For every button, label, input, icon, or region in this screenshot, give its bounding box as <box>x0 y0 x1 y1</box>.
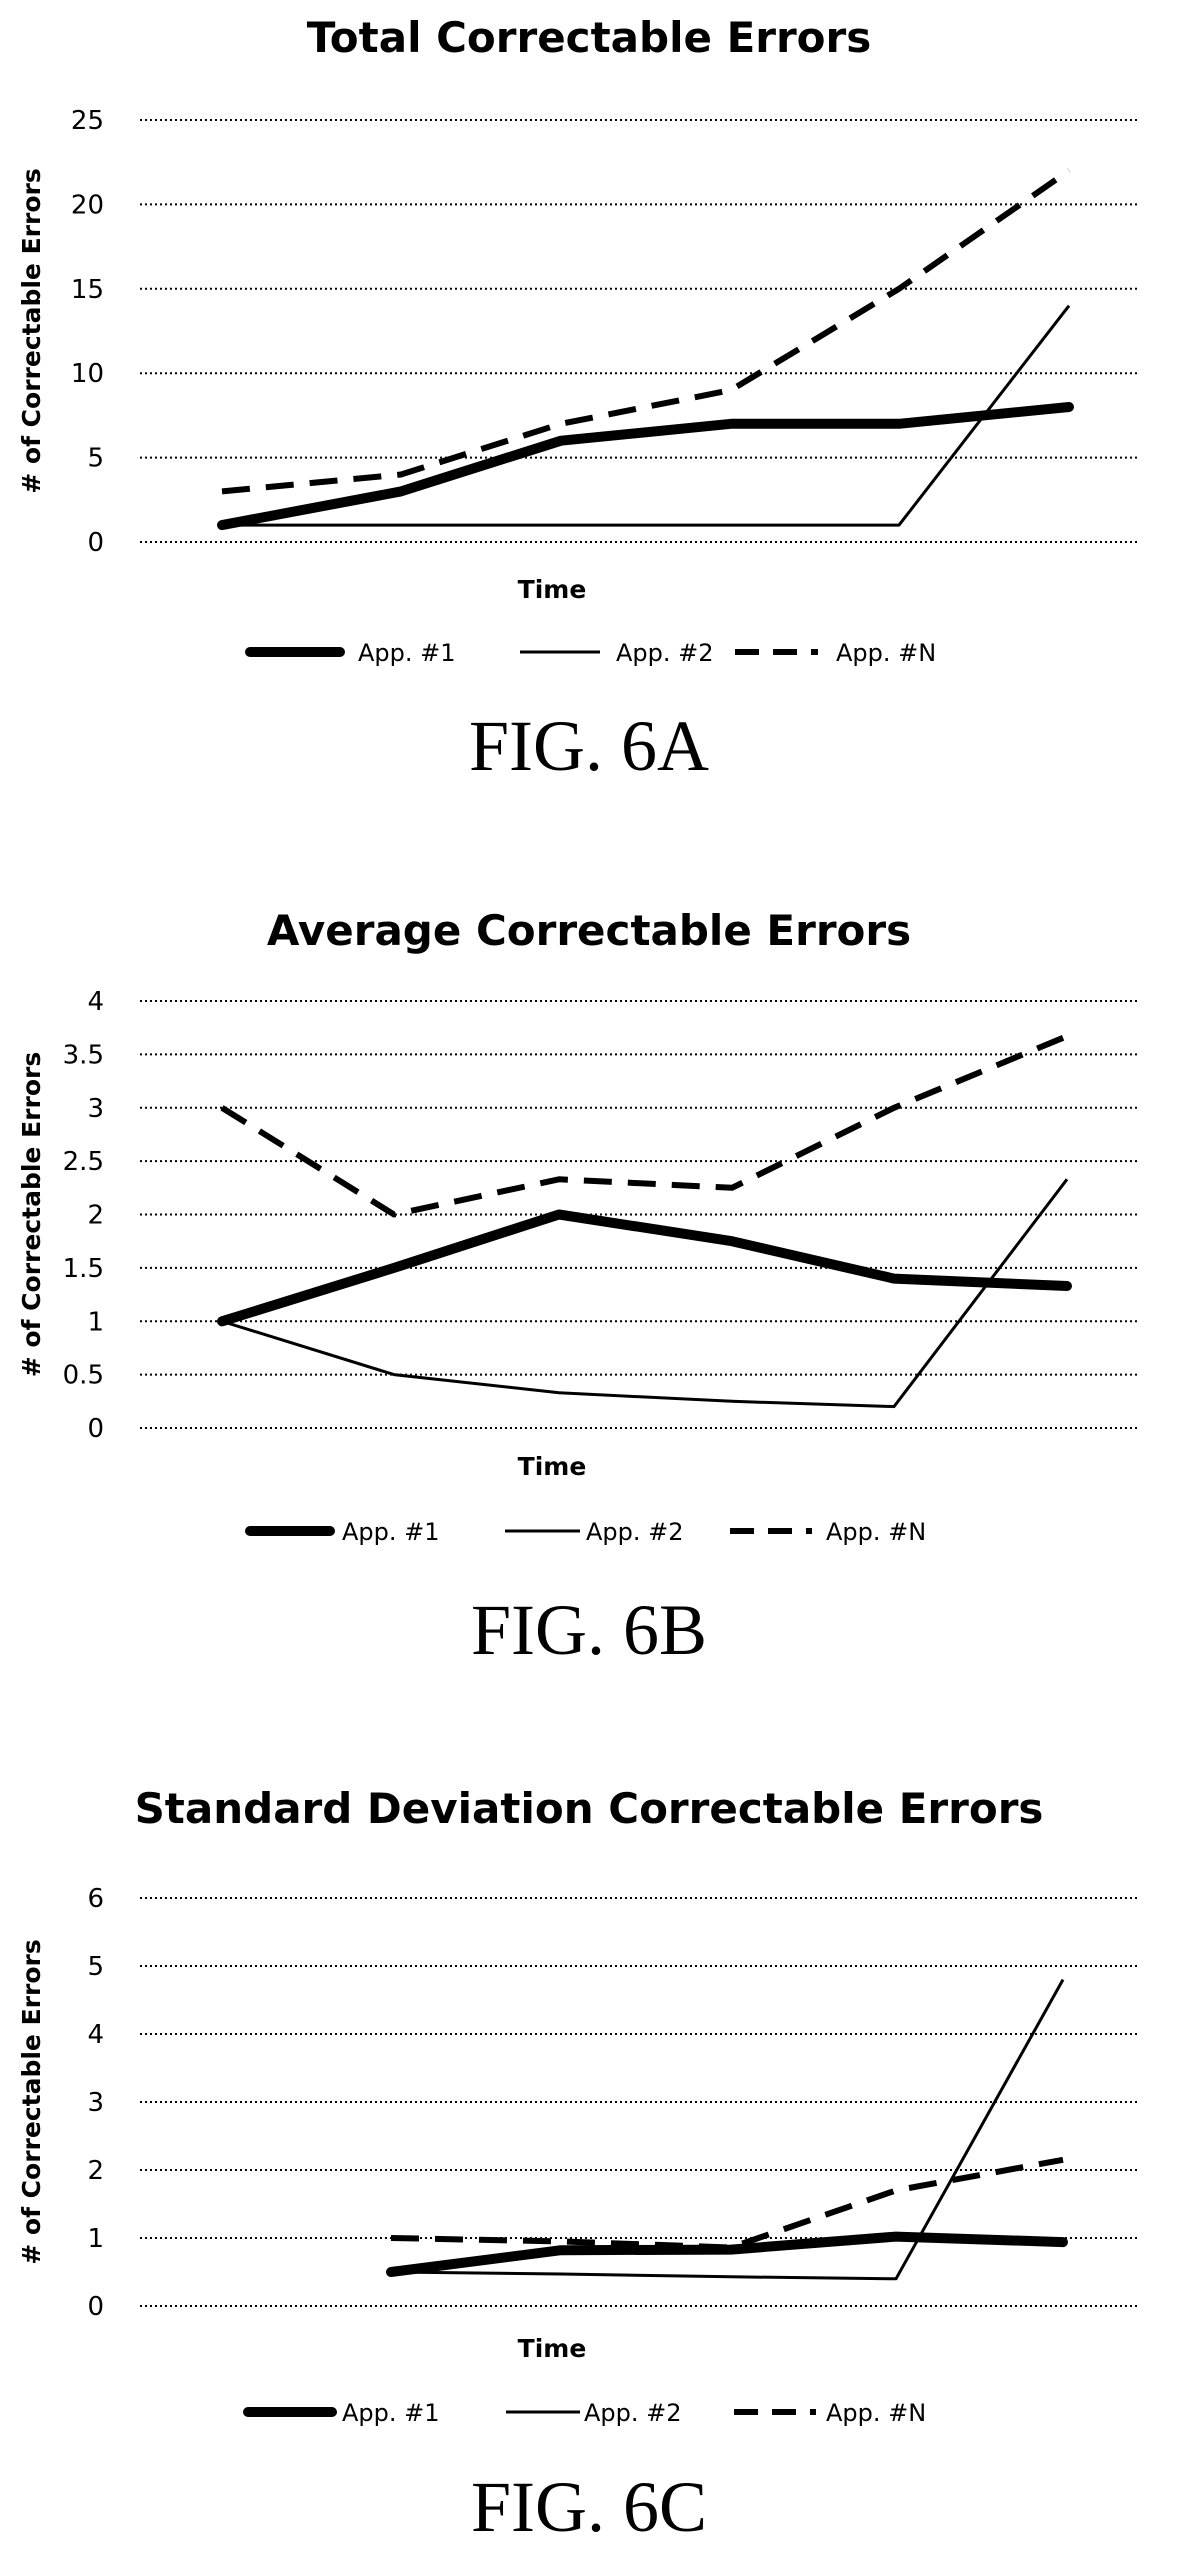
y-tick-label: 2 <box>87 1201 104 1231</box>
figure-caption: FIG. 6C <box>471 2467 707 2547</box>
figure-caption: FIG. 6A <box>469 706 709 786</box>
legend-label: App. #2 <box>616 639 714 667</box>
y-tick-label: 1 <box>87 1307 104 1337</box>
y-axis-label: # of Correctable Errors <box>17 1939 46 2264</box>
legend-label: App. #N <box>826 1518 926 1546</box>
series-line-app-2 <box>222 304 1071 527</box>
legend-label: App. #N <box>836 639 936 667</box>
legend-label: App. #N <box>826 2399 926 2427</box>
legend-label: App. #2 <box>584 2399 682 2427</box>
chart-1-svg: Total Correctable Errors 0 5 10 15 20 25 # of C… <box>17 13 1140 786</box>
y-tick-label: 0 <box>87 1414 104 1444</box>
series-line-app-n <box>221 168 1071 495</box>
x-axis-label: Time <box>518 1452 587 1481</box>
y-axis-label: # of Correctable Errors <box>17 1052 46 1377</box>
y-tick-label: 3 <box>87 2088 104 2118</box>
series-line-app-1 <box>386 2231 1068 2277</box>
y-tick-label: 4 <box>87 987 104 1017</box>
y-tick-label: 1 <box>87 2224 104 2254</box>
chart-title: Total Correctable Errors <box>307 13 872 62</box>
figure-6a: Total Correctable Errors 0 5 10 15 20 25 # of C… <box>0 0 1178 800</box>
y-tick-label: 15 <box>71 275 104 305</box>
chart-title: Standard Deviation Correctable Errors <box>135 1784 1044 1833</box>
series-line-app-2 <box>390 1978 1065 2281</box>
y-tick-label: 2 <box>87 2156 104 2186</box>
series-line-app-n <box>390 2156 1064 2251</box>
y-tick-label: 0 <box>87 528 104 558</box>
y-tick-label: 1.5 <box>63 1254 104 1284</box>
series-line-app-2 <box>221 1178 1069 1409</box>
x-axis-label: Time <box>518 575 587 604</box>
figure-6b: Average Correctable Errors 0 0.5 1 1.5 2 2.5 3 3… <box>0 880 1178 1700</box>
y-tick-label: 0.5 <box>63 1361 104 1391</box>
y-tick-label: 20 <box>71 190 104 220</box>
y-tick-label: 3 <box>87 1094 104 1124</box>
series-line-app-1 <box>217 1209 1072 1327</box>
y-tick-label: 0 <box>87 2292 104 2322</box>
y-tick-label: 3.5 <box>63 1040 104 1070</box>
legend-label: App. #1 <box>342 2399 440 2427</box>
y-tick-label: 25 <box>71 106 104 136</box>
chart-3-svg: Standard Deviation Correctable Errors 0 1 2… <box>17 1784 1140 2547</box>
legend-label: App. #1 <box>342 1518 440 1546</box>
figure-caption: FIG. 6B <box>471 1590 707 1670</box>
legend-label: App. #1 <box>358 639 456 667</box>
series-line-app-n <box>220 1033 1069 1218</box>
y-tick-label: 5 <box>87 1952 104 1982</box>
y-tick-label: 2.5 <box>63 1147 104 1177</box>
legend-label: App. #2 <box>586 1518 684 1546</box>
y-tick-label: 4 <box>87 2020 104 2050</box>
y-tick-label: 10 <box>71 359 104 389</box>
y-axis-label: # of Correctable Errors <box>17 168 46 493</box>
y-tick-label: 6 <box>87 1884 104 1914</box>
chart-2-svg: Average Correctable Errors 0 0.5 1 1.5 2 2.5 3 3… <box>17 906 1140 1670</box>
figure-6c: Standard Deviation Correctable Errors 0 1 2… <box>0 1760 1178 2559</box>
x-axis-label: Time <box>518 2334 587 2363</box>
chart-title: Average Correctable Errors <box>267 906 911 955</box>
y-tick-label: 5 <box>87 444 104 474</box>
series-line-app-1 <box>217 402 1074 531</box>
